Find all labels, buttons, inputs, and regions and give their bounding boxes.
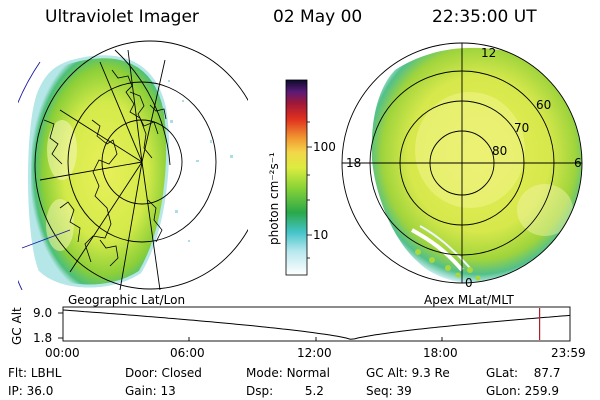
seq-value: 39 [396, 384, 412, 398]
glon-label: GLon: [486, 384, 521, 398]
filter-value: LBHL [30, 366, 62, 380]
glat-label: GLat: [486, 366, 519, 380]
mlt-label-0: 0 [465, 276, 473, 290]
time-label: 22:35:00 UT [432, 7, 537, 27]
altitude-xtick-3: 18:00 [423, 346, 458, 360]
dsp-status: Dsp: 5.2 [246, 384, 324, 398]
door-status: Door: Closed [125, 366, 202, 380]
gain-value: 13 [160, 384, 176, 398]
colorbar-tick-100: 100 [313, 140, 336, 154]
altitude-xtick-0: 00:00 [45, 346, 80, 360]
glat-status: GLat: 87.7 [486, 366, 560, 380]
mlt-label-18: 18 [346, 156, 362, 170]
seq-label: Seq: [366, 384, 393, 398]
mlt-label-12: 12 [481, 46, 497, 60]
altitude-curve [62, 309, 571, 340]
filter-label: Flt: [8, 366, 27, 380]
dsp-value: 5.2 [304, 384, 324, 398]
gcalt-label: GC Alt: [366, 366, 408, 380]
colorbar [285, 79, 308, 276]
gain-label: Gain: [125, 384, 157, 398]
gcalt-value: 9.3 Re [411, 366, 450, 380]
glat-value: 87.7 [533, 366, 561, 380]
altitude-plot [58, 306, 571, 342]
right-panel-caption: Apex MLat/MLT [424, 293, 514, 307]
dsp-label: Dsp: [246, 384, 274, 398]
date-label: 02 May 00 [273, 7, 363, 27]
mode-status: Mode: Normal [246, 366, 330, 380]
seq-status: Seq: 39 [366, 384, 412, 398]
colorbar-unit-label: photon cm⁻²s⁻¹ [267, 152, 281, 245]
gain-status: Gain: 13 [125, 384, 176, 398]
gcalt-status: GC Alt: 9.3 Re [366, 366, 450, 380]
geographic-image [18, 40, 248, 290]
ip-value: 36.0 [26, 384, 54, 398]
glon-status: GLon: 259.9 [486, 384, 559, 398]
mlat-label-80: 80 [492, 144, 508, 158]
colorbar-ticks [307, 121, 312, 259]
filter-status: Flt: LBHL [8, 366, 61, 380]
door-value: Closed [161, 366, 202, 380]
apex-grid [341, 42, 583, 284]
altitude-xtick-1: 06:00 [170, 346, 205, 360]
altitude-ylabel: GC Alt [10, 307, 24, 345]
ip-status: IP: 36.0 [8, 384, 53, 398]
door-label: Door: [125, 366, 158, 380]
altitude-xtick-4: 23:59 [551, 346, 586, 360]
mlat-label-70: 70 [514, 121, 530, 135]
altitude-ytick-top: 9.0 [33, 306, 53, 320]
altitude-xtick-2: 12:00 [297, 346, 332, 360]
ip-label: IP: [8, 384, 23, 398]
colorbar-tick-10: 10 [313, 228, 329, 242]
mlat-label-60: 60 [536, 98, 552, 112]
mlt-label-6: 6 [574, 156, 582, 170]
instrument-title: Ultraviolet Imager [45, 7, 199, 27]
mode-label: Mode: [246, 366, 283, 380]
left-panel-caption: Geographic Lat/Lon [68, 293, 186, 307]
mode-value: Normal [286, 366, 330, 380]
glon-value: 259.9 [524, 384, 559, 398]
altitude-ytick-bottom: 1.8 [33, 331, 53, 345]
